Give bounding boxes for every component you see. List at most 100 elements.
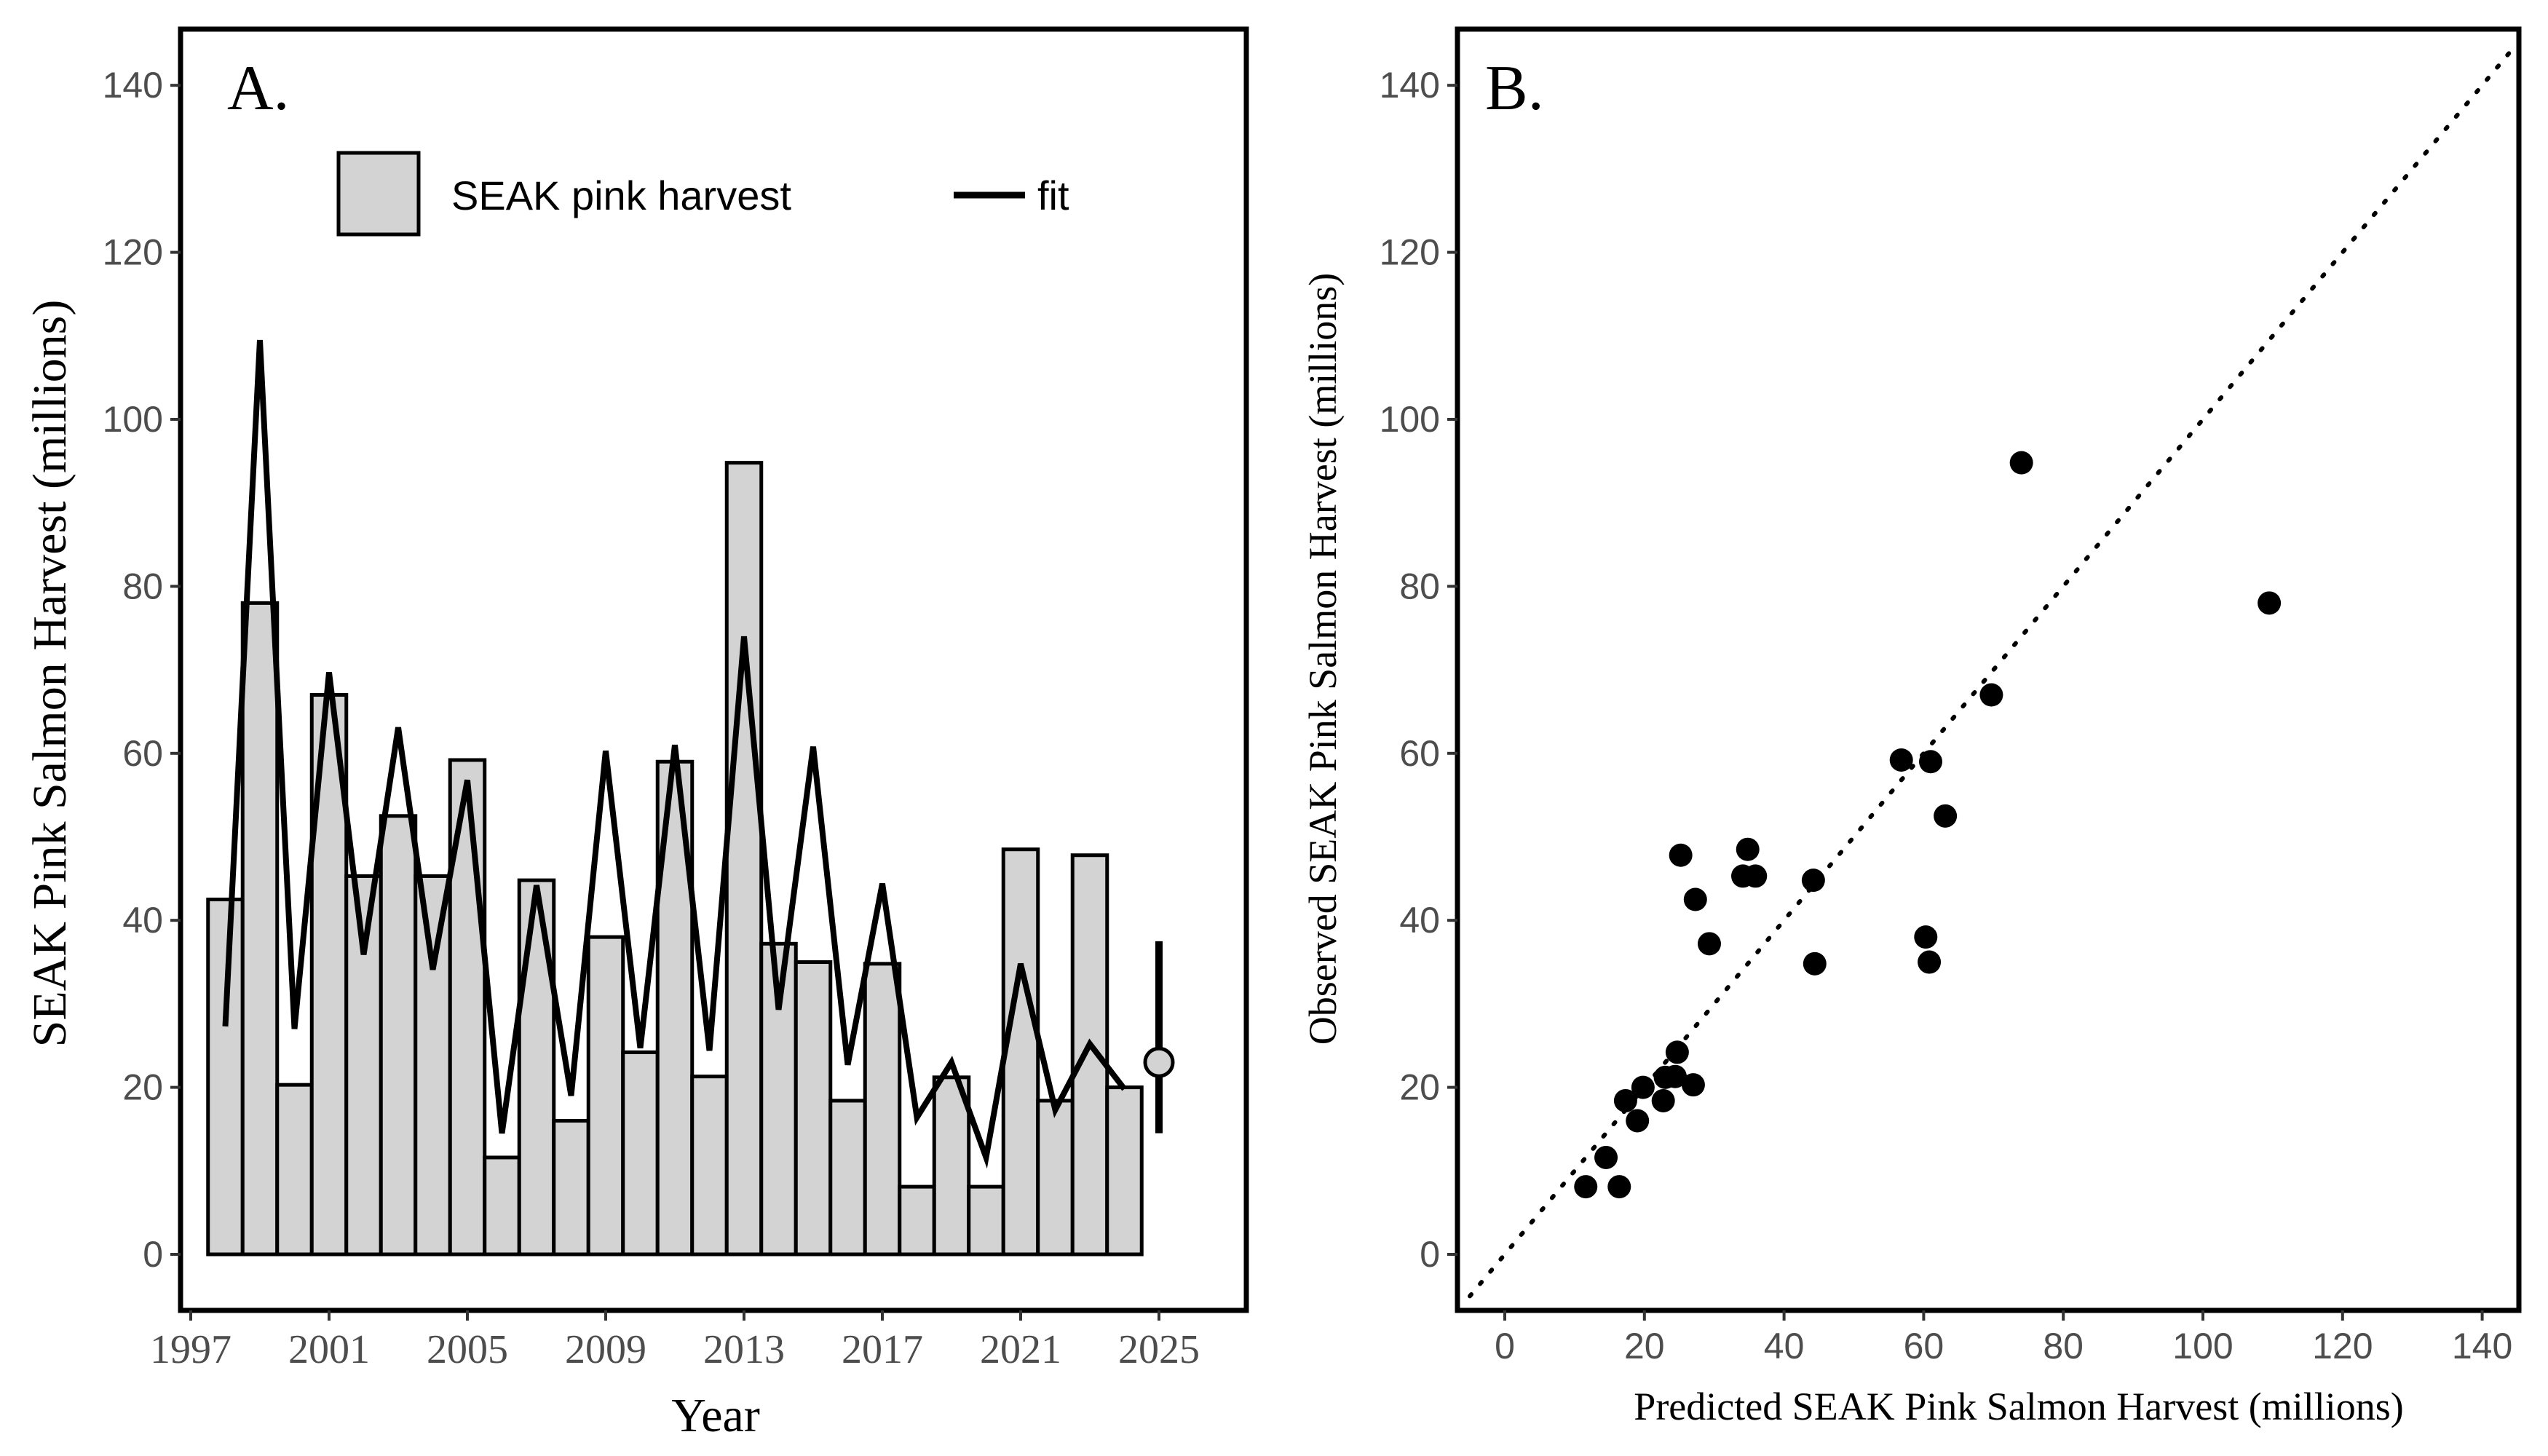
- panel-a-y-axis-title: SEAK Pink Salmon Harvest (millions): [23, 300, 76, 1048]
- bar-2009: [586, 935, 625, 1257]
- panel-a: 0 20 40 60 80 100 120 140 1997 2001 2005 2009 2013 2…: [23, 26, 1249, 1442]
- panel-b-y-axis-title: Observed SEAK Pink Salmon Harvest (milli…: [1301, 273, 1345, 1045]
- x-tick-label: 120: [2312, 1326, 2373, 1366]
- panel-b-y-ticks: 0 20 40 60 80 100 120 140: [1380, 65, 1457, 1275]
- x-tick-label: 1997: [150, 1327, 232, 1372]
- y-tick-label: 100: [1380, 399, 1440, 440]
- scatter-point: [1801, 869, 1825, 893]
- x-tick-label: 2009: [565, 1327, 646, 1372]
- panel-b: 0 20 40 60 80 100 120 140 0 20 40 60 80 100 120 140 B.…: [1301, 26, 2522, 1428]
- y-tick-label: 80: [122, 566, 163, 606]
- x-tick-label: 2013: [703, 1327, 785, 1372]
- y-tick-label: 120: [103, 232, 163, 273]
- scatter-point: [1914, 925, 1938, 949]
- legend-bar-swatch: [336, 151, 421, 237]
- scatter-point: [1651, 1088, 1675, 1112]
- panel-a-y-ticks: 0 20 40 60 80 100 120 140: [103, 65, 181, 1275]
- bar-1998: [206, 898, 245, 1257]
- panel-a-x-ticks: 1997 2001 2005 2009 2013 2017 2021 2025: [150, 1310, 1200, 1372]
- panel-a-legend: SEAK pink harvest fit: [336, 151, 1069, 237]
- panel-b-x-ticks: 0 20 40 60 80 100 120 140: [1495, 1310, 2512, 1366]
- bar-2014: [759, 941, 798, 1257]
- x-tick-label: 20: [1624, 1326, 1665, 1366]
- x-tick-label: 2017: [842, 1327, 923, 1372]
- scatter-point: [1681, 1073, 1705, 1097]
- scatter-point: [1631, 1075, 1655, 1099]
- y-tick-label: 0: [143, 1234, 163, 1275]
- bar-2015: [794, 960, 833, 1257]
- x-tick-label: 2001: [288, 1327, 370, 1372]
- legend-line-label: fit: [1037, 173, 1069, 218]
- scatter-point: [1653, 1065, 1677, 1089]
- y-tick-label: 60: [1399, 733, 1440, 774]
- scatter-point: [1626, 1109, 1650, 1133]
- y-tick-label: 120: [1380, 232, 1440, 273]
- scatter-point: [2258, 591, 2282, 615]
- panel-b-frame: [1455, 26, 2522, 1313]
- x-tick-label: 60: [1904, 1326, 1944, 1366]
- panel-b-x-axis-title: Predicted SEAK Pink Salmon Harvest (mill…: [1634, 1385, 2403, 1428]
- x-tick-label: 140: [2452, 1326, 2512, 1366]
- scatter-point: [1803, 951, 1827, 976]
- bar-2018: [898, 1184, 936, 1257]
- y-tick-label: 140: [1380, 65, 1440, 106]
- scatter-point: [1697, 932, 1721, 956]
- scatter-point: [1665, 1040, 1689, 1064]
- legend-bar-label: SEAK pink harvest: [451, 173, 791, 218]
- panel-a-fit-line: [222, 339, 1127, 1169]
- scatter-point: [1918, 950, 1942, 974]
- bar-2013: [724, 461, 764, 1257]
- y-tick-label: 40: [1399, 900, 1440, 941]
- scatter-point: [1607, 1175, 1631, 1199]
- bar-2010: [621, 1050, 660, 1257]
- bar-2016: [828, 1099, 867, 1257]
- x-tick-label: 2021: [980, 1327, 1061, 1372]
- x-tick-label: 40: [1764, 1326, 1805, 1366]
- x-tick-label: 0: [1495, 1326, 1515, 1366]
- bar-2024: [1105, 1085, 1144, 1257]
- bar-2006: [483, 1155, 521, 1257]
- y-tick-label: 20: [122, 1067, 163, 1108]
- scatter-point: [1918, 750, 1942, 774]
- scatter-point: [1613, 1088, 1637, 1112]
- scatter-point: [1574, 1175, 1598, 1199]
- bar-2007: [517, 878, 556, 1257]
- bar-2012: [690, 1075, 729, 1257]
- bar-2003: [379, 814, 418, 1257]
- forecast-point: [1143, 1046, 1175, 1078]
- panel-b-label: B.: [1485, 53, 1544, 124]
- x-tick-label: 100: [2172, 1326, 2233, 1366]
- scatter-point: [1934, 804, 1958, 828]
- x-tick-label: 80: [2043, 1326, 2084, 1366]
- scatter-point: [1669, 843, 1693, 867]
- bar-2019: [932, 1075, 971, 1257]
- bar-2020: [967, 1184, 1005, 1257]
- scatter-point: [1736, 837, 1760, 861]
- bar-2017: [863, 962, 902, 1257]
- x-tick-label: 2005: [427, 1327, 508, 1372]
- y-tick-label: 40: [122, 900, 163, 941]
- scatter-point: [1979, 683, 2003, 707]
- y-tick-label: 20: [1399, 1067, 1440, 1108]
- panel-a-forecast: [1143, 941, 1175, 1133]
- scatter-point: [1594, 1145, 1618, 1169]
- panel-a-label: A.: [227, 53, 290, 124]
- panel-a-bars: [206, 461, 1144, 1257]
- x-tick-label: 2025: [1118, 1327, 1200, 1372]
- y-tick-label: 100: [103, 399, 163, 440]
- scatter-point: [1731, 864, 1755, 888]
- bar-2023: [1070, 853, 1109, 1257]
- bar-1999: [240, 601, 280, 1257]
- bar-2021: [1001, 847, 1040, 1257]
- scatter-point: [2009, 451, 2033, 475]
- panel-a-x-axis-title: Year: [671, 1389, 760, 1442]
- y-tick-label: 0: [1420, 1234, 1440, 1275]
- y-tick-label: 80: [1399, 566, 1440, 606]
- y-tick-label: 140: [103, 65, 163, 106]
- scatter-point: [1889, 748, 1913, 772]
- bar-2008: [552, 1118, 590, 1257]
- bar-2004: [414, 874, 452, 1257]
- y-tick-label: 60: [122, 733, 163, 774]
- panel-a-frame: [178, 26, 1249, 1313]
